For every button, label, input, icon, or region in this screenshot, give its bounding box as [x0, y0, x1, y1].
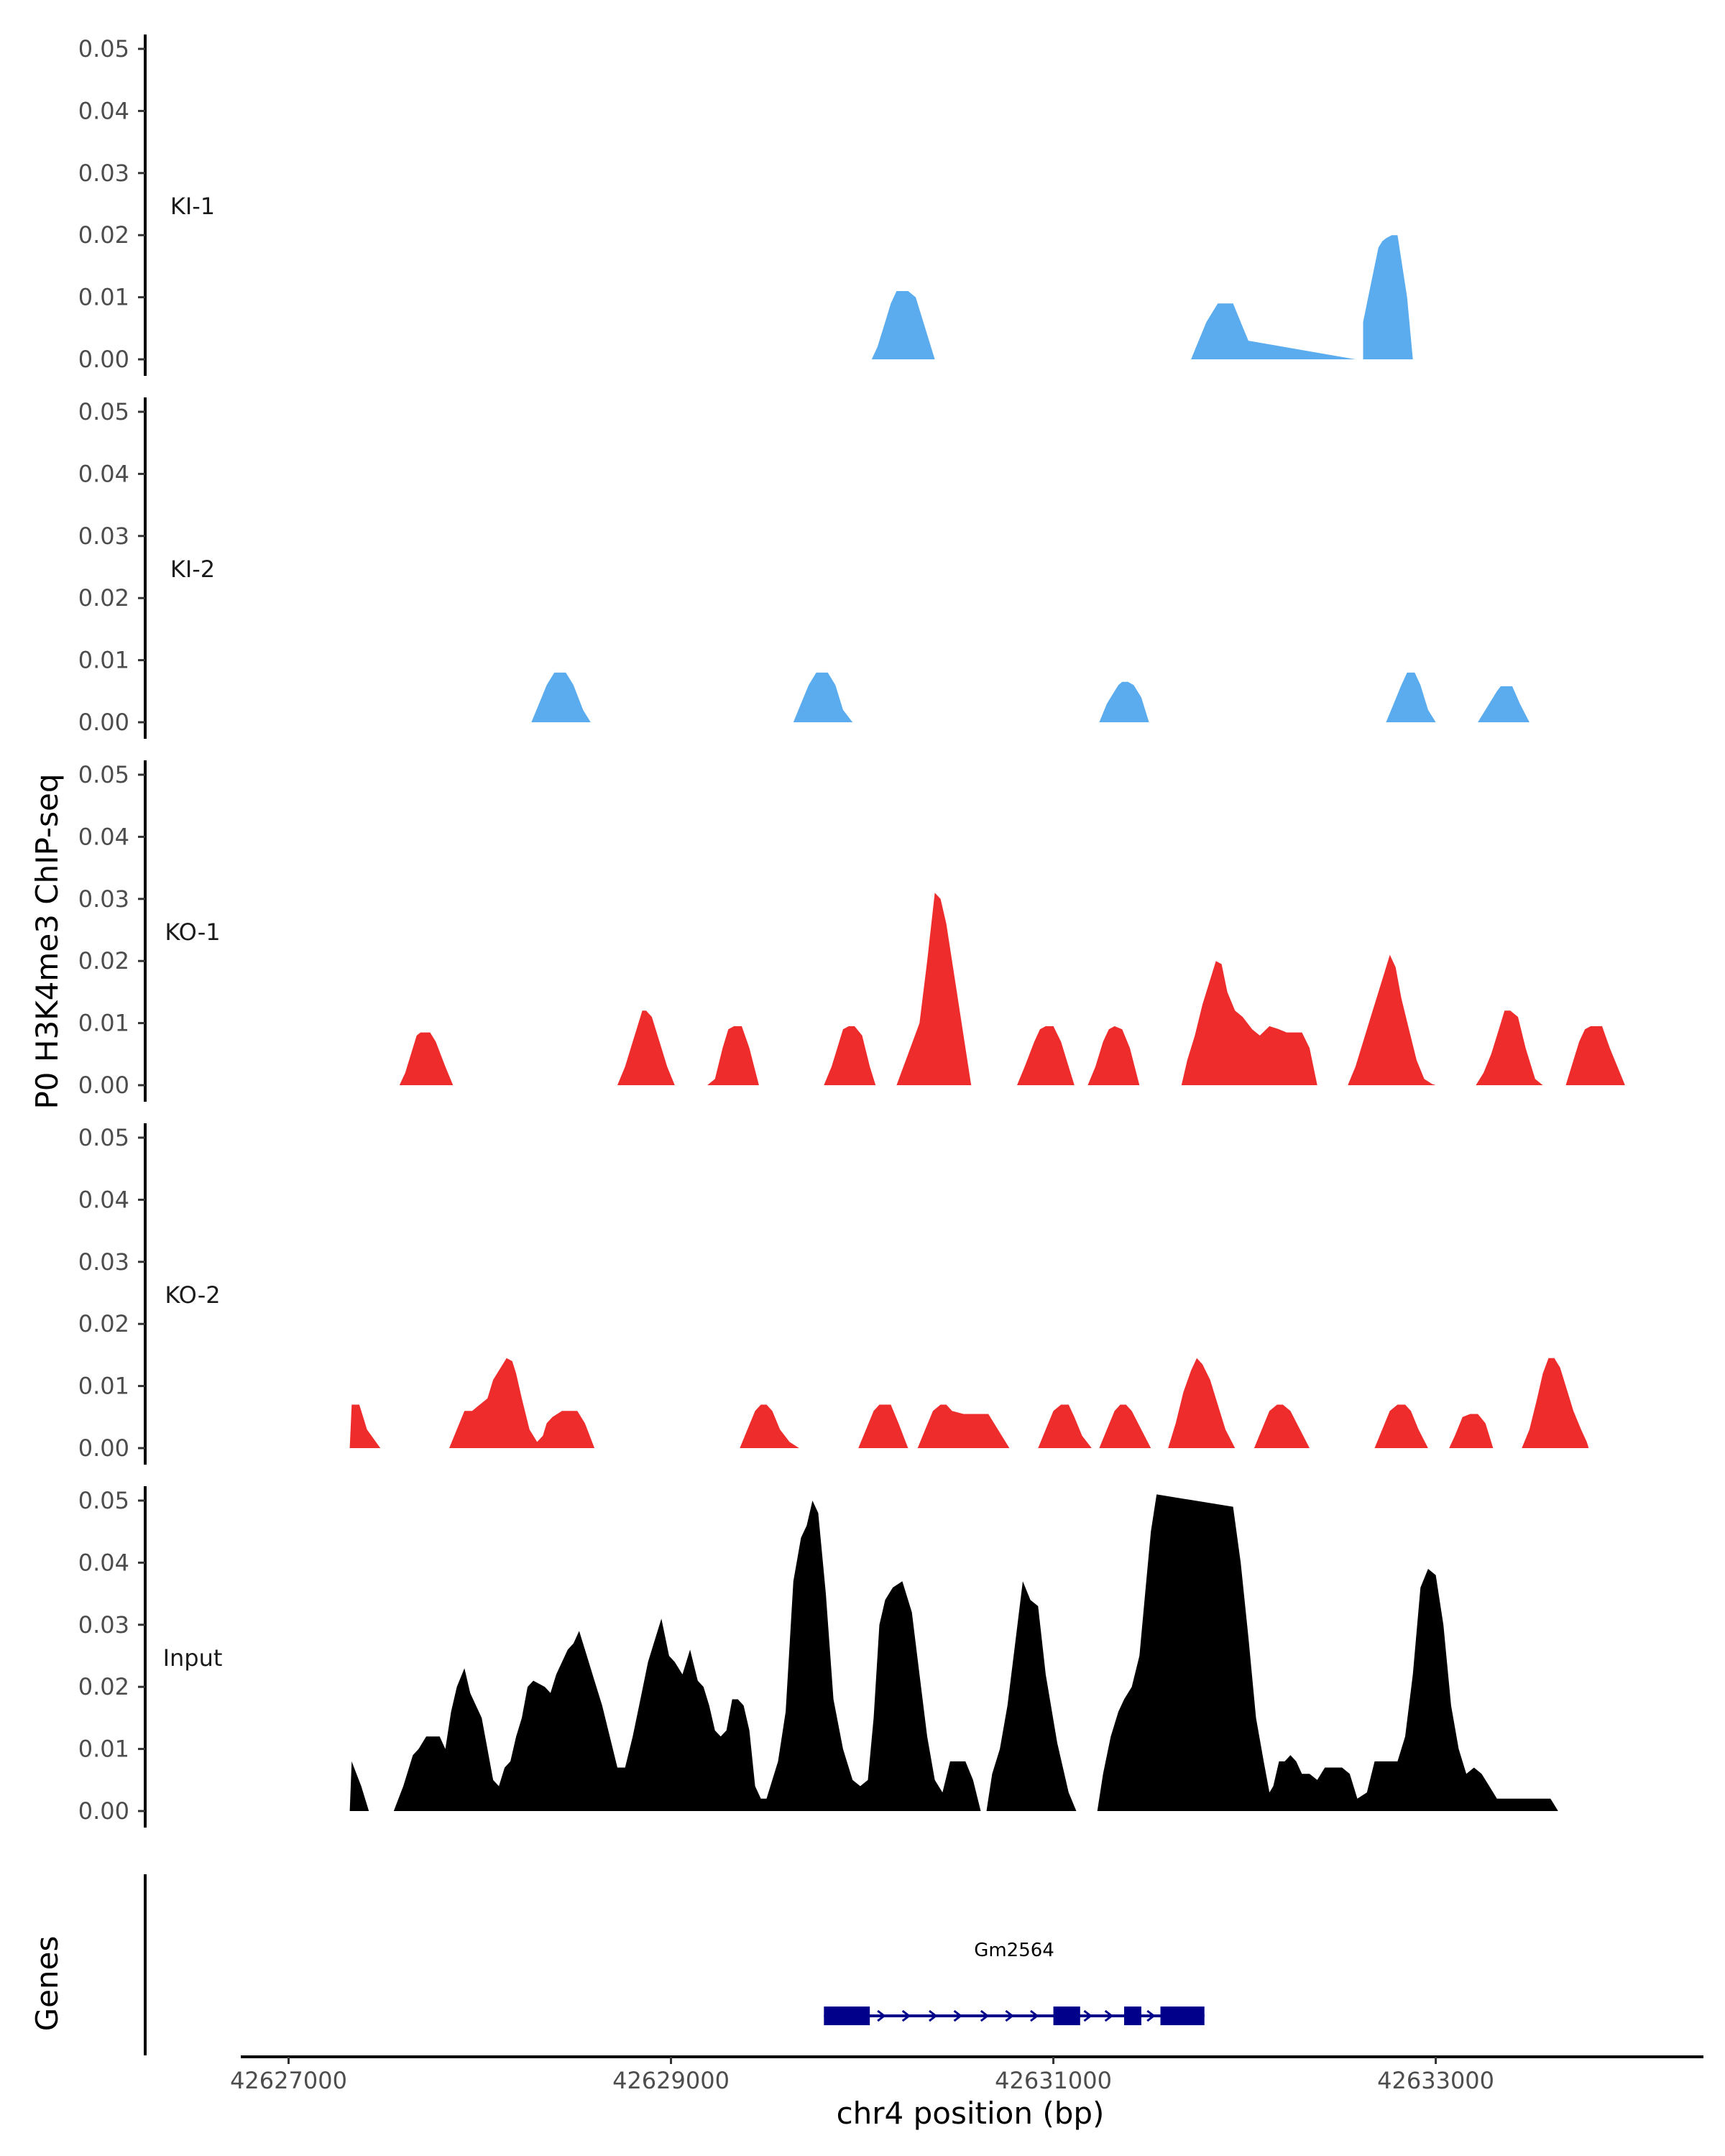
track-label-ko-2: KO-2: [165, 1281, 220, 1309]
y-tick-label: 0.00: [78, 1072, 129, 1099]
y-tick-label: 0.01: [78, 1010, 129, 1037]
gene-exon: [824, 2007, 870, 2025]
y-tick-label: 0.00: [78, 1434, 129, 1462]
y-tick-label: 0.03: [78, 1248, 129, 1276]
y-tick-label: 0.00: [78, 346, 129, 373]
x-tick-label: 42627000: [230, 2067, 347, 2094]
genes-panel: Gm2564: [144, 1874, 1205, 2055]
track-panel-input: 0.00 0.01 0.02 0.03 0.04 0.05 Input: [78, 1486, 1566, 1828]
x-axis: 42627000 42629000 42631000 42633000: [230, 2055, 1703, 2094]
y-tick-label: 0.04: [78, 1549, 129, 1576]
x-tick-label: 42629000: [612, 2067, 730, 2094]
y-tick-label: 0.03: [78, 1611, 129, 1639]
genes-axis-title: Genes: [29, 1936, 65, 2032]
gene-exon: [1160, 2007, 1205, 2025]
y-tick-label: 0.02: [78, 221, 129, 249]
y-tick-label: 0.03: [78, 885, 129, 913]
y-tick-label: 0.05: [78, 35, 129, 63]
signal-area-ko-2: [349, 1358, 1589, 1448]
y-tick-label: 0.05: [78, 1487, 129, 1514]
track-panel-ki-2: 0.00 0.01 0.02 0.03 0.04 0.05 KI-2: [78, 397, 1530, 739]
y-tick-label: 0.02: [78, 584, 129, 612]
strand-arrow: [877, 2009, 886, 2022]
strand-arrow: [980, 2009, 990, 2022]
strand-arrow: [1083, 2009, 1092, 2022]
y-tick-label: 0.05: [78, 398, 129, 425]
track-panels: 0.00 0.01 0.02 0.03 0.04 0.05 KI-1 0.00 0.01 0.02…: [78, 34, 1625, 1828]
y-tick-label: 0.04: [78, 97, 129, 124]
y-tick-label: 0.01: [78, 284, 129, 311]
x-tick-label: 42633000: [1377, 2067, 1494, 2094]
y-tick-label: 0.04: [78, 460, 129, 487]
y-tick-label: 0.02: [78, 1673, 129, 1700]
strand-arrow: [1146, 2009, 1156, 2022]
track-panel-ko-2: 0.00 0.01 0.02 0.03 0.04 0.05 KO-2: [78, 1123, 1589, 1465]
strand-arrow: [901, 2009, 911, 2022]
strand-arrow: [1030, 2009, 1039, 2022]
y-tick-label: 0.04: [78, 823, 129, 850]
y-tick-label: 0.02: [78, 1310, 129, 1337]
gene-name-label: Gm2564: [974, 1940, 1054, 1961]
gene-exon: [1123, 2007, 1141, 2025]
track-label-input: Input: [163, 1644, 223, 1672]
signal-area-ki-1: [871, 235, 1413, 359]
signal-area-ko-1: [399, 893, 1625, 1085]
track-label-ko-1: KO-1: [165, 918, 220, 946]
track-label-ki-2: KI-2: [170, 556, 215, 583]
x-axis-title: chr4 position (bp): [837, 2096, 1105, 2131]
track-label-ki-1: KI-1: [170, 193, 215, 220]
y-tick-label: 0.05: [78, 1124, 129, 1151]
y-tick-label: 0.05: [78, 761, 129, 788]
y-axis-title: P0 H3K4me3 ChIP-seq: [29, 773, 65, 1109]
y-tick-label: 0.03: [78, 522, 129, 550]
y-tick-label: 0.01: [78, 647, 129, 674]
y-tick-label: 0.00: [78, 709, 129, 736]
track-panel-ko-1: 0.00 0.01 0.02 0.03 0.04 0.05 KO-1: [78, 760, 1625, 1102]
gene-exon: [1053, 2007, 1080, 2025]
y-tick-label: 0.02: [78, 947, 129, 975]
y-tick-label: 0.03: [78, 160, 129, 187]
track-panel-ki-1: 0.00 0.01 0.02 0.03 0.04 0.05 KI-1: [78, 34, 1413, 376]
y-tick-label: 0.00: [78, 1797, 129, 1825]
strand-arrow: [1104, 2009, 1114, 2022]
y-tick-label: 0.04: [78, 1186, 129, 1213]
x-tick-label: 42631000: [995, 2067, 1112, 2094]
strand-arrow: [929, 2009, 938, 2022]
signal-area-ki-2: [531, 672, 1530, 722]
y-tick-label: 0.01: [78, 1373, 129, 1400]
strand-arrow: [953, 2009, 962, 2022]
y-tick-label: 0.01: [78, 1736, 129, 1763]
strand-arrow: [1005, 2009, 1014, 2022]
signal-area-input: [349, 1494, 1566, 1811]
